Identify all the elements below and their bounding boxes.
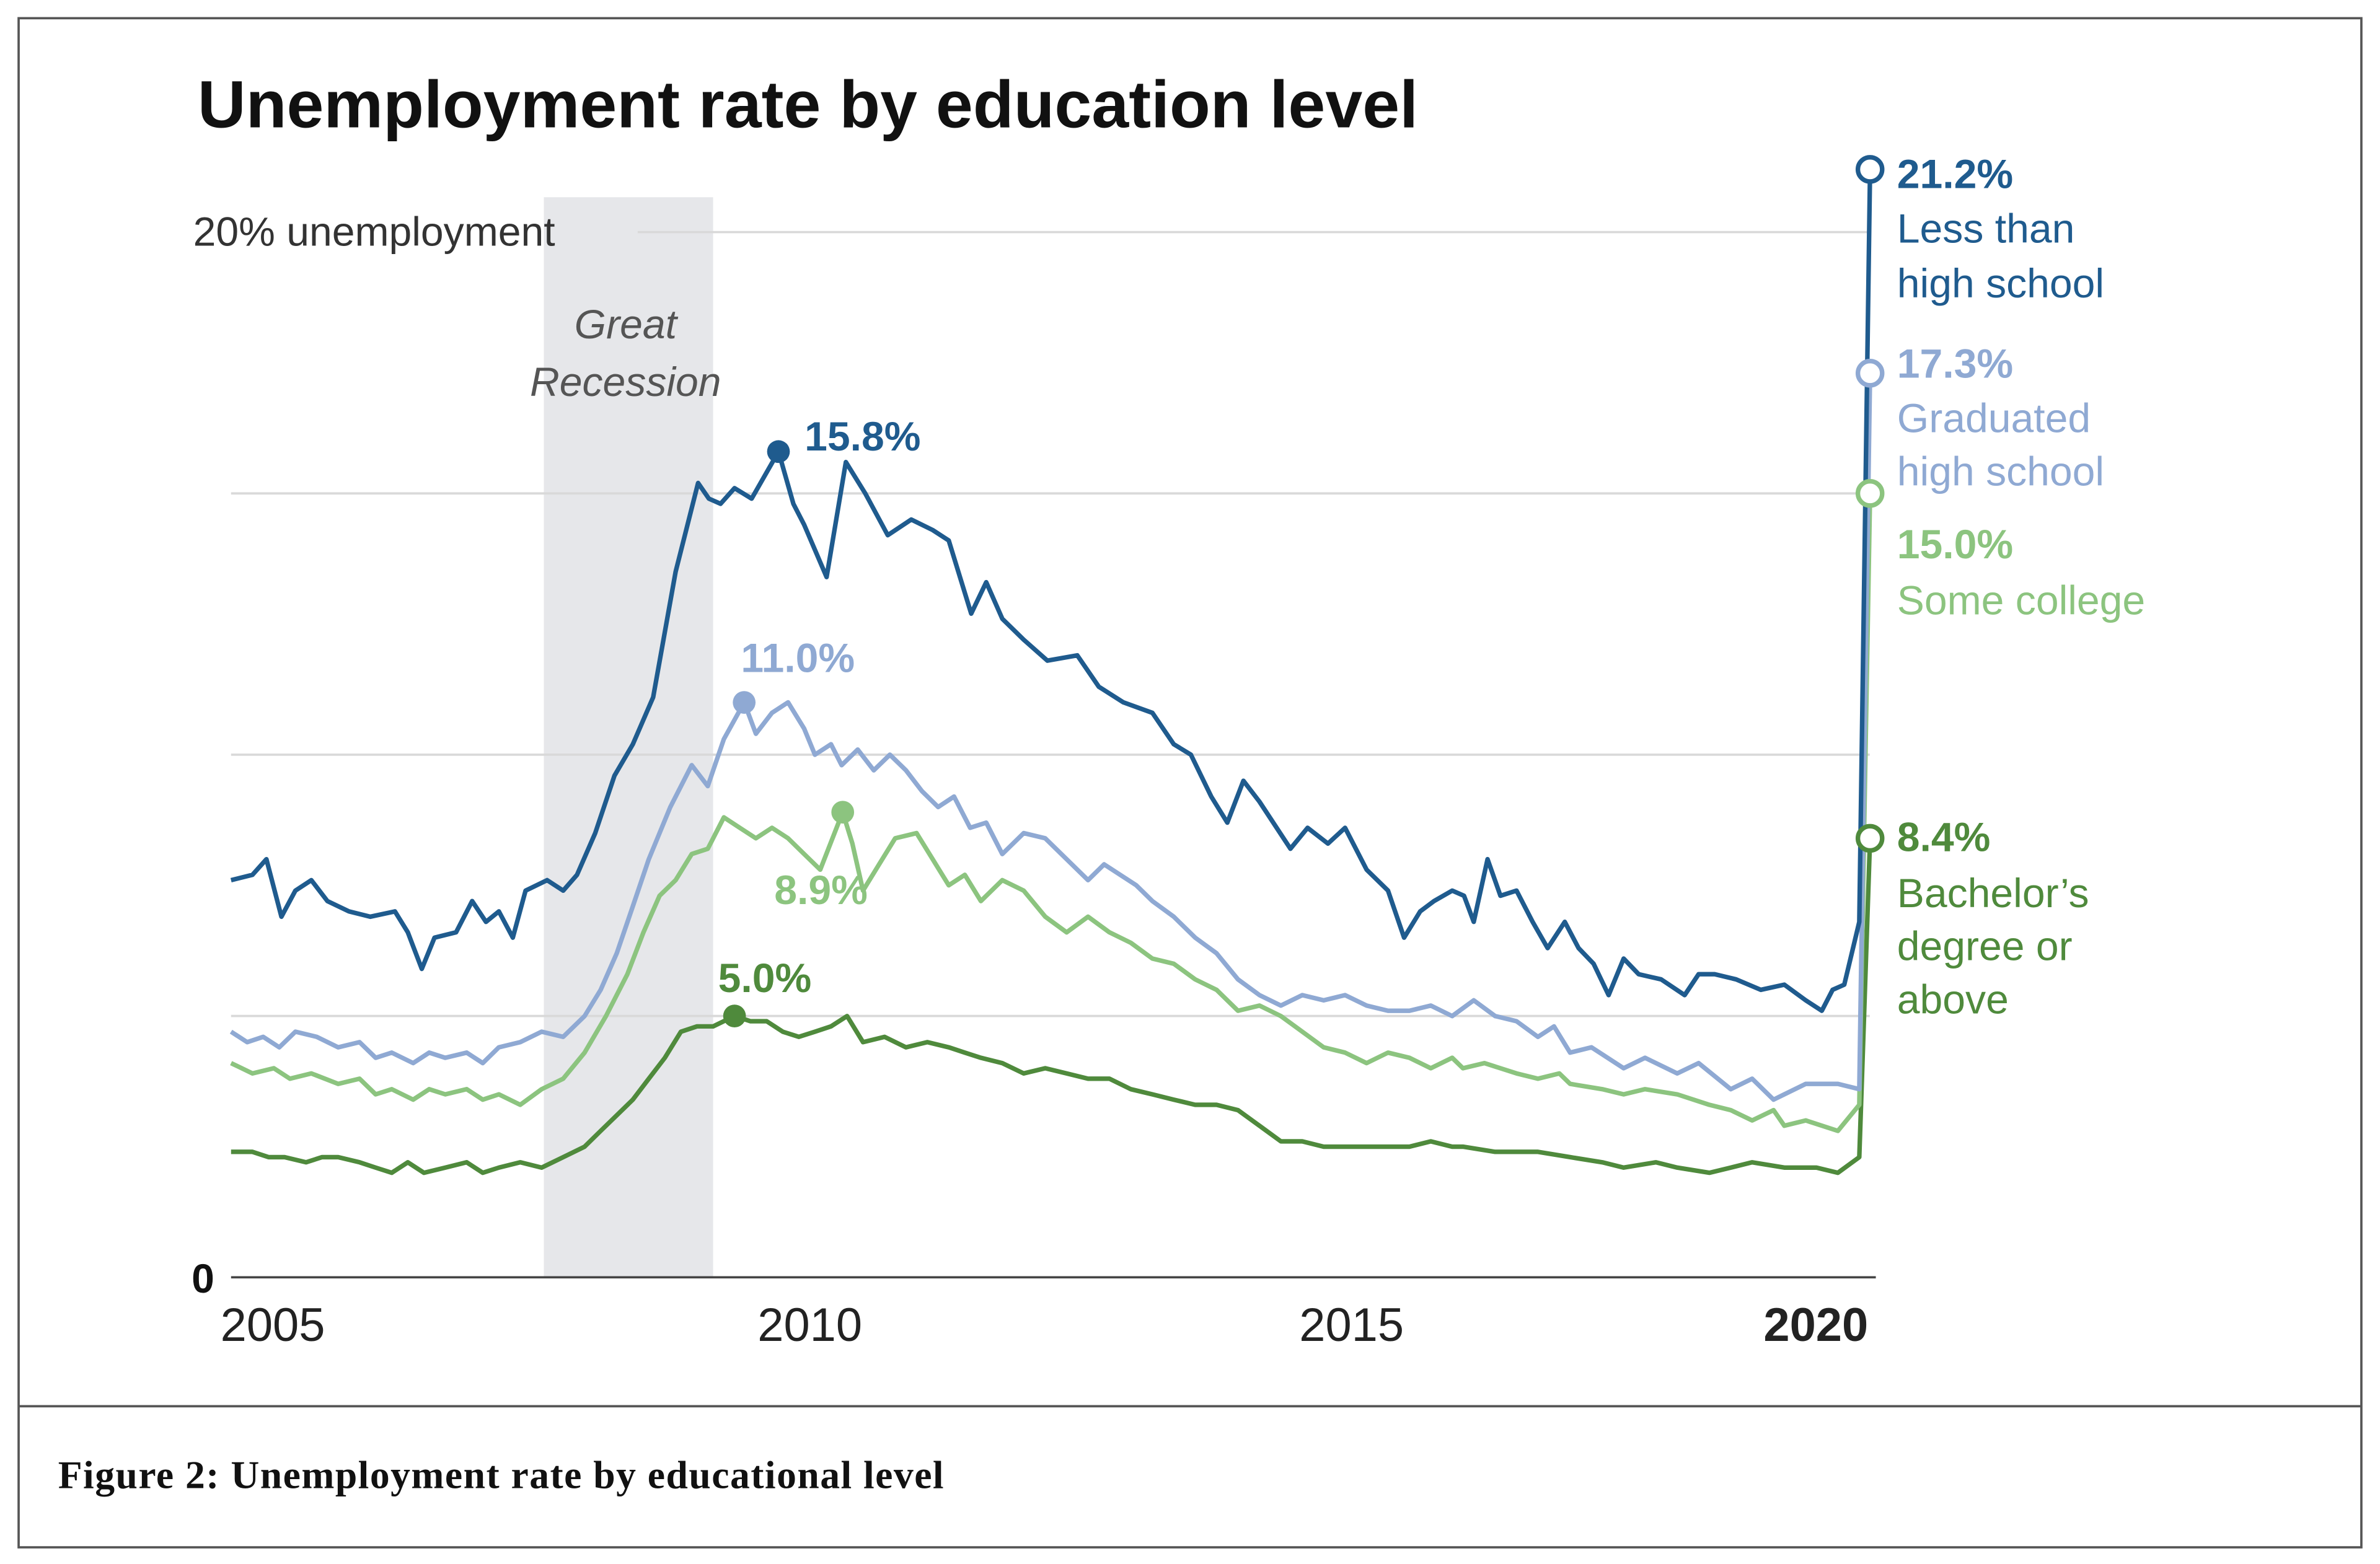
x-tick-label-2020: 2020 — [1763, 1299, 1868, 1351]
legend-graduated-hs-line1: Graduated — [1897, 396, 2091, 442]
peak-label-graduated-hs: 11.0% — [741, 636, 855, 682]
end-label-bachelors: 8.4% — [1897, 814, 1991, 860]
peak-label-bachelors: 5.0% — [718, 956, 812, 1001]
x-tick-label-2010: 2010 — [757, 1299, 862, 1351]
end-label-graduated-hs: 17.3% — [1897, 341, 2013, 387]
x-tick-label-2005: 2005 — [221, 1299, 325, 1351]
figure-caption: Figure 2: Unemployment rate by education… — [58, 1453, 945, 1497]
legend-graduated-hs-line2: high school — [1897, 449, 2104, 494]
end-label-less-than-hs: 21.2% — [1897, 152, 2013, 198]
peak-marker-less-than-high-school — [767, 440, 790, 463]
y-tick-label-0: 0 — [192, 1256, 214, 1302]
end-marker-graduated-high-school — [1855, 359, 1885, 388]
recession-label-line1: Great — [575, 302, 679, 348]
end-marker-less-than-high-school — [1855, 155, 1885, 184]
chart-title: Unemployment rate by education level — [198, 67, 1418, 142]
end-label-some-college: 15.0% — [1897, 522, 2013, 568]
recession-shading — [544, 197, 713, 1278]
figure-border — [17, 17, 2363, 1549]
legend-bachelors-line2: degree or — [1897, 924, 2073, 970]
legend-bachelors-line1: Bachelor’s — [1897, 871, 2089, 916]
peak-marker-graduated-high-school — [733, 691, 756, 714]
peak-marker-some-college — [831, 801, 855, 824]
series-line-less-than-high-school — [230, 169, 1872, 1013]
legend-some-college: Some college — [1897, 578, 2145, 623]
series-line-bachelor-s-degree-or-above — [231, 838, 1872, 1175]
y-tick-label-20: 20% unemployment — [193, 209, 555, 255]
end-marker-some-college — [1855, 478, 1885, 508]
end-marker-bachelor-s-degree-or-above — [1855, 824, 1885, 853]
series-line-some-college — [230, 493, 1872, 1133]
legend-less-than-hs-line1: Less than — [1897, 206, 2075, 252]
peak-label-some-college: 8.9% — [774, 868, 868, 913]
series-markers — [723, 155, 1885, 1027]
series-line-graduated-high-school — [229, 373, 1872, 1102]
x-tick-label-2015: 2015 — [1299, 1299, 1404, 1351]
legend-bachelors-line3: above — [1897, 977, 2009, 1022]
gridlines — [231, 231, 1870, 1017]
recession-label-line2: Recession — [530, 359, 721, 405]
peak-marker-bachelor-s-degree-or-above — [723, 1004, 746, 1027]
peak-label-less-than-hs: 15.8% — [804, 414, 920, 460]
series-lines — [229, 169, 1872, 1175]
legend-less-than-hs-line2: high school — [1897, 261, 2104, 307]
